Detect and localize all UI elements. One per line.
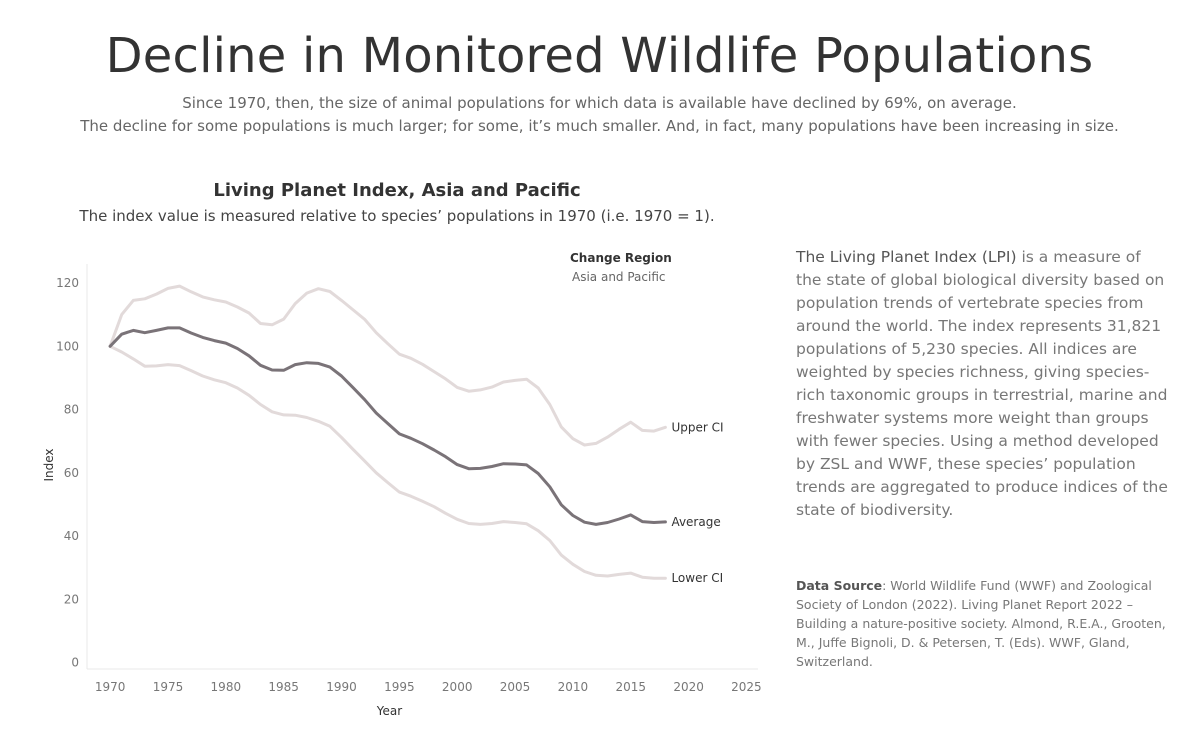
data-source-body: : World Wildlife Fund (WWF) and Zoologic… [796,578,1166,669]
lpi-description-lead: The Living Planet Index (LPI) [796,248,1017,266]
data-source-lead: Data Source [796,578,883,593]
chart-subtitle: The index value is measured relative to … [79,207,715,225]
x-tick-label: 2000 [442,680,473,694]
series-label-upper-ci: Upper CI [671,420,723,434]
page-subtitle-line-2: The decline for some populations is much… [80,117,1119,135]
data-source: Data Source: World Wildlife Fund (WWF) a… [796,576,1168,671]
page-subtitle-line-1: Since 1970, then, the size of animal pop… [182,94,1017,112]
x-tick-label: 1995 [384,680,415,694]
x-tick-label: 1985 [268,680,299,694]
series-line-average [108,326,667,526]
series-line-lower-ci [108,344,667,580]
x-tick-label: 1980 [211,680,242,694]
x-axis-title: Year [376,704,402,718]
x-tick-label: 1970 [95,680,126,694]
x-tick-label: 2025 [731,680,762,694]
legend-item-asia-pacific[interactable]: Asia and Pacific [572,270,666,284]
x-tick-label: 2015 [615,680,646,694]
y-axis-title: Index [42,448,56,481]
series-label-average: Average [671,515,720,529]
lpi-description-body: is a measure of the state of global biol… [796,248,1168,519]
legend-title: Change Region [570,251,672,265]
series-label-lower-ci: Lower CI [671,571,723,585]
y-tick-label: 0 [71,656,79,670]
lpi-description: The Living Planet Index (LPI) is a measu… [796,246,1168,522]
chart-title: Living Planet Index, Asia and Pacific [213,180,581,201]
y-tick-label: 120 [56,276,79,290]
y-tick-label: 60 [64,466,79,480]
y-tick-label: 100 [56,339,79,353]
x-tick-label: 2005 [500,680,531,694]
y-tick-label: 20 [64,592,79,606]
x-tick-label: 2010 [558,680,589,694]
page-title: Decline in Monitored Wildlife Population… [105,28,1094,84]
y-tick-label: 40 [64,529,79,543]
x-tick-label: 1975 [153,680,184,694]
x-tick-label: 1990 [326,680,357,694]
series-line-upper-ci [108,284,667,447]
y-tick-label: 80 [64,403,79,417]
x-tick-label: 2020 [673,680,704,694]
